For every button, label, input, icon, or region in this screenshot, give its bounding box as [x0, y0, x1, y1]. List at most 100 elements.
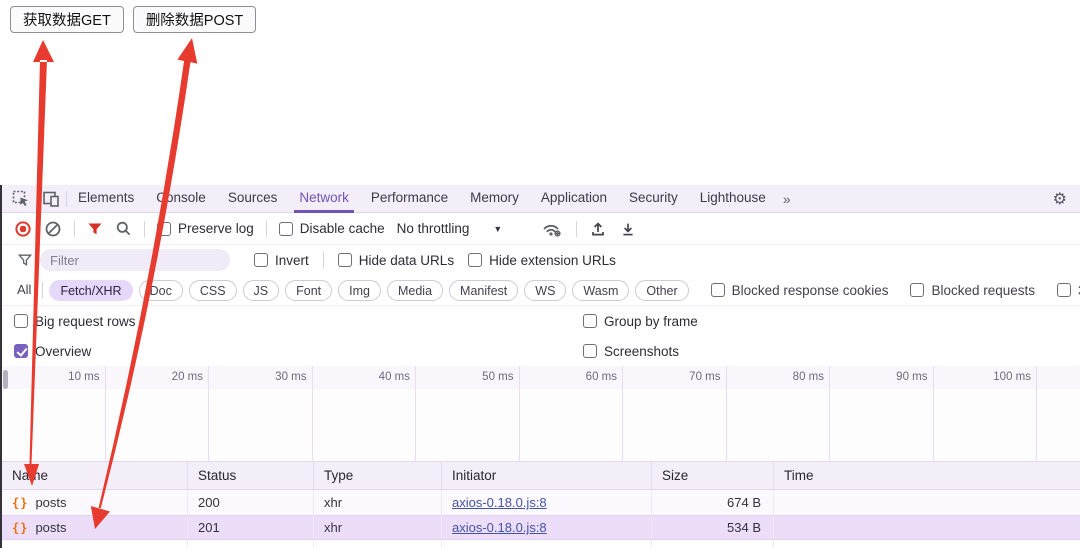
type-filter-media[interactable]: Media: [386, 279, 444, 301]
type-filter-doc[interactable]: Doc: [138, 279, 183, 301]
big-request-rows-label: Big request rows: [35, 313, 136, 329]
request-size: 674 B: [652, 490, 774, 515]
device-toolbar-button[interactable]: [36, 185, 66, 213]
network-options-row-1: Big request rows Group by frame: [2, 306, 1080, 336]
filter-input[interactable]: [40, 249, 230, 271]
timeline-tick: 50 ms: [416, 366, 520, 461]
type-filter-ws[interactable]: WS: [524, 279, 567, 301]
requests-table-header: Name Status Type Initiator Size Time: [2, 461, 1080, 490]
overview-checkbox[interactable]: [14, 344, 28, 358]
json-request-icon: {}: [12, 495, 29, 510]
timeline-tick: 100 ms: [934, 366, 1037, 461]
blocked-response-cookies-label: Blocked response cookies: [731, 282, 889, 298]
tab-memory[interactable]: Memory: [470, 189, 519, 205]
request-type: xhr: [314, 490, 442, 515]
blocked-response-cookies-checkbox[interactable]: [710, 283, 725, 297]
type-filter-css[interactable]: CSS: [188, 279, 237, 301]
request-type-filters: All Fetch/XHR Doc CSS JS Font Img Media …: [2, 275, 1080, 306]
toolbar-separator: [576, 220, 578, 237]
devtools-panel: Elements Console Sources Network Perform…: [0, 185, 1080, 548]
network-options-row-2: Overview Screenshots: [2, 336, 1080, 366]
initiator-link[interactable]: axios-0.18.0.js:8: [452, 495, 547, 510]
request-name: posts: [35, 520, 67, 535]
type-filter-wasm[interactable]: Wasm: [572, 279, 630, 301]
settings-gear-icon[interactable]: ⚙: [1052, 189, 1067, 208]
get-data-button[interactable]: 获取数据GET: [10, 6, 124, 33]
timeline-tick: 20 ms: [106, 366, 209, 461]
tab-console[interactable]: Console: [156, 189, 206, 205]
preserve-log-checkbox[interactable]: [157, 221, 171, 236]
table-footer-strip: [2, 540, 1080, 547]
tab-network[interactable]: Network: [294, 185, 354, 213]
table-row-posts-200[interactable]: {} posts 200 xhr axios-0.18.0.js:8 674 B: [2, 490, 1080, 515]
overview-label: Overview: [35, 343, 92, 359]
network-overview-timeline[interactable]: 10 ms 20 ms 30 ms 40 ms 50 ms 60 ms 70 m…: [2, 366, 1080, 461]
type-filter-font[interactable]: Font: [285, 279, 333, 301]
type-filter-all[interactable]: All: [17, 281, 32, 297]
disable-cache-checkbox[interactable]: [278, 221, 293, 236]
initiator-link[interactable]: axios-0.18.0.js:8: [452, 520, 547, 535]
big-request-rows-checkbox[interactable]: [14, 314, 28, 328]
record-network-log-button[interactable]: [14, 220, 32, 238]
hide-extension-urls-checkbox[interactable]: [468, 253, 483, 267]
blocked-requests-checkbox[interactable]: [910, 283, 925, 297]
request-status: 201: [188, 516, 314, 539]
filter-toggle-icon[interactable]: [87, 221, 103, 237]
column-header-type[interactable]: Type: [314, 462, 442, 489]
tab-security[interactable]: Security: [628, 189, 678, 205]
more-tabs-chevron-icon[interactable]: »: [782, 190, 791, 207]
timeline-tick: 40 ms: [313, 366, 416, 461]
column-header-status[interactable]: Status: [188, 462, 314, 489]
export-har-icon[interactable]: [619, 220, 637, 238]
request-type: xhr: [314, 516, 442, 539]
network-conditions-icon[interactable]: [542, 220, 564, 238]
request-time: [774, 490, 1080, 515]
timeline-tick: 30 ms: [209, 366, 313, 461]
network-action-bar: Preserve log Disable cache No throttling…: [2, 213, 1080, 245]
type-filter-fetch-xhr[interactable]: Fetch/XHR: [49, 279, 133, 301]
throttling-dropdown[interactable]: No throttling ▼: [397, 221, 503, 236]
demo-page-buttons: 获取数据GET 删除数据POST: [10, 6, 257, 33]
type-filter-img[interactable]: Img: [338, 279, 381, 301]
type-filter-js[interactable]: JS: [242, 279, 280, 301]
clear-network-log-button[interactable]: [44, 220, 62, 238]
hide-data-urls-label: Hide data URLs: [358, 252, 455, 268]
third-party-requests-label: 3rd-party requests: [1078, 283, 1080, 298]
column-header-name[interactable]: Name: [2, 462, 188, 489]
tab-performance[interactable]: Performance: [370, 189, 449, 205]
disable-cache-label: Disable cache: [299, 221, 385, 236]
tab-sources[interactable]: Sources: [227, 189, 278, 205]
request-name: posts: [35, 495, 67, 510]
tab-application[interactable]: Application: [540, 189, 607, 205]
network-filter-bar: Invert Hide data URLs Hide extension URL…: [2, 245, 1080, 275]
toolbar-separator: [42, 282, 44, 298]
tab-elements[interactable]: Elements: [78, 189, 135, 205]
request-status: 200: [188, 490, 314, 515]
column-header-initiator[interactable]: Initiator: [442, 462, 652, 489]
tab-lighthouse[interactable]: Lighthouse: [699, 189, 766, 205]
inspect-cursor-icon: [12, 190, 30, 208]
table-row-posts-201[interactable]: {} posts 201 xhr axios-0.18.0.js:8 534 B: [2, 515, 1080, 540]
overview-scroll-handle[interactable]: [3, 370, 8, 389]
request-time: [774, 516, 1080, 539]
group-by-frame-checkbox[interactable]: [583, 314, 597, 328]
import-har-icon[interactable]: [589, 220, 607, 238]
hide-extension-urls-label: Hide extension URLs: [489, 252, 616, 268]
post-delete-button[interactable]: 删除数据POST: [132, 6, 257, 33]
third-party-requests-checkbox[interactable]: [1057, 283, 1072, 297]
search-icon[interactable]: [115, 220, 132, 237]
timeline-tick: 90 ms: [830, 366, 934, 461]
invert-filter-label: Invert: [275, 252, 309, 268]
screenshots-checkbox[interactable]: [583, 344, 597, 358]
blocked-requests-label: Blocked requests: [931, 282, 1036, 298]
filter-funnel-icon: [18, 253, 32, 267]
json-request-icon: {}: [12, 520, 29, 535]
inspect-element-button[interactable]: [6, 185, 36, 213]
column-header-size[interactable]: Size: [652, 462, 774, 489]
column-header-time[interactable]: Time: [784, 468, 814, 483]
type-filter-other[interactable]: Other: [635, 279, 689, 301]
invert-filter-checkbox[interactable]: [254, 253, 268, 267]
hide-data-urls-checkbox[interactable]: [337, 253, 352, 267]
type-filter-manifest[interactable]: Manifest: [449, 279, 519, 301]
toolbar-separator: [66, 190, 67, 207]
